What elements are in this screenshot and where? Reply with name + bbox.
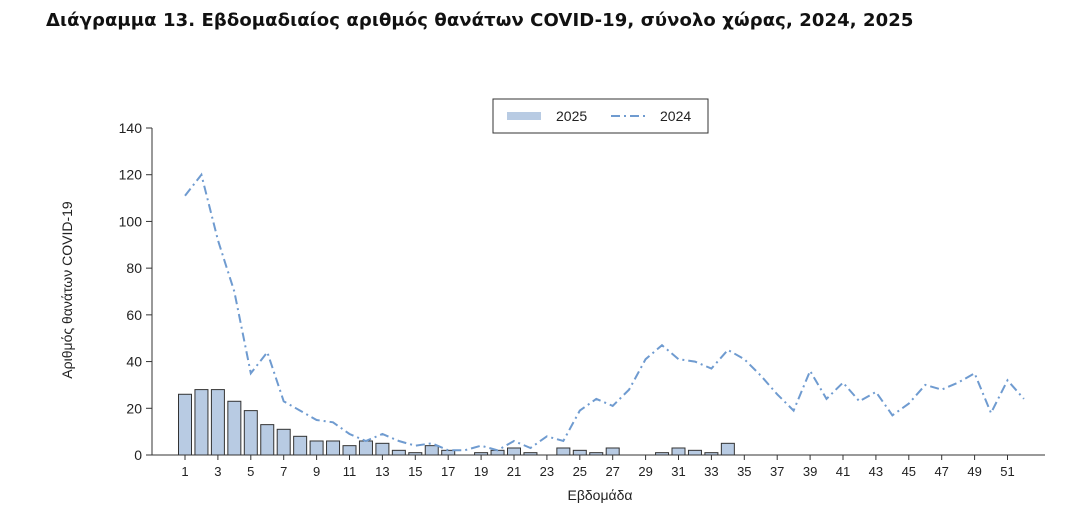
y-tick-label: 140 [119, 120, 143, 136]
bar [556, 447, 571, 456]
line-point [974, 373, 975, 374]
x-tick-label: 23 [540, 464, 554, 479]
line-point [991, 412, 992, 413]
bar [227, 400, 242, 456]
x-tick-label: 9 [313, 464, 320, 479]
x-tick-label: 37 [770, 464, 784, 479]
x-tick-label: 27 [605, 464, 619, 479]
x-tick-label: 47 [934, 464, 948, 479]
bar [260, 424, 275, 456]
bar [687, 449, 702, 456]
line-point [859, 401, 860, 402]
x-tick-label: 39 [803, 464, 817, 479]
bar [293, 435, 308, 456]
legend-swatch-2025 [507, 112, 541, 120]
line-point [810, 370, 811, 371]
line-point [481, 445, 482, 446]
line-point [727, 349, 728, 350]
bar [276, 428, 291, 456]
x-tick-label: 1 [181, 464, 188, 479]
legend: 2025 2024 [492, 98, 709, 134]
x-tick-label: 17 [441, 464, 455, 479]
x-tick-label: 11 [343, 464, 357, 479]
line-point [760, 375, 761, 376]
x-tick-label: 25 [573, 464, 587, 479]
series-line [184, 172, 1025, 452]
bar [210, 389, 225, 456]
x-tick-label: 41 [836, 464, 850, 479]
y-tick-label: 100 [119, 213, 143, 229]
legend-label-2024: 2024 [660, 108, 691, 124]
x-tick-label: 19 [474, 464, 488, 479]
legend-label-2025: 2025 [556, 108, 587, 124]
x-tick-label: 5 [247, 464, 254, 479]
bar [605, 447, 620, 456]
y-tick-label: 20 [126, 400, 142, 416]
bar [391, 449, 406, 456]
x-tick-label: 35 [737, 464, 751, 479]
bar [704, 452, 719, 456]
y-tick-label: 120 [119, 167, 143, 183]
x-tick-label: 21 [507, 464, 521, 479]
x-tick-label: 49 [967, 464, 981, 479]
bar [358, 440, 373, 456]
line-series-2024 [184, 172, 1025, 452]
bar [655, 452, 670, 456]
x-tick-label: 15 [408, 464, 422, 479]
bar [243, 410, 258, 456]
y-axis-label: Αριθμός θανάτων COVID-19 [59, 201, 75, 379]
x-tick-label: 33 [704, 464, 718, 479]
x-tick-label: 45 [902, 464, 916, 479]
y-tick-label: 80 [126, 260, 142, 276]
bar [523, 452, 538, 456]
line-point [217, 240, 218, 241]
bar [408, 452, 423, 456]
x-tick-label: 7 [280, 464, 287, 479]
y-tick-label: 40 [126, 354, 142, 370]
x-tick-label: 3 [214, 464, 221, 479]
y-tick-label: 0 [134, 447, 142, 463]
x-tick-label: 13 [375, 464, 389, 479]
line-point [267, 352, 268, 353]
bar [589, 452, 604, 456]
x-tick-label: 31 [671, 464, 685, 479]
bar [375, 442, 390, 456]
bar [474, 452, 489, 456]
x-axis-label: Εβδομάδα [567, 487, 632, 503]
x-tick-label: 43 [869, 464, 883, 479]
x-tick-label: 51 [1000, 464, 1014, 479]
line-point [941, 389, 942, 390]
line-point [875, 391, 876, 392]
bar [507, 447, 521, 456]
x-tick-label: 29 [638, 464, 652, 479]
line-point [415, 445, 416, 446]
bar-series-2025 [178, 389, 735, 456]
y-tick-label: 60 [126, 307, 142, 323]
line-point [431, 443, 432, 444]
bar [309, 440, 324, 456]
line-point [464, 450, 465, 451]
bar [342, 445, 357, 456]
line-point [958, 382, 959, 383]
bar [572, 449, 587, 456]
bar [194, 389, 209, 456]
bar [326, 440, 341, 456]
line-point [843, 382, 844, 383]
bar [720, 442, 735, 456]
chart-title: Διάγραμμα 13. Εβδομαδιαίος αριθμός θανάτ… [46, 10, 914, 31]
line-point [744, 359, 745, 360]
bar [178, 393, 192, 456]
bar [671, 447, 686, 456]
bar [424, 445, 439, 456]
